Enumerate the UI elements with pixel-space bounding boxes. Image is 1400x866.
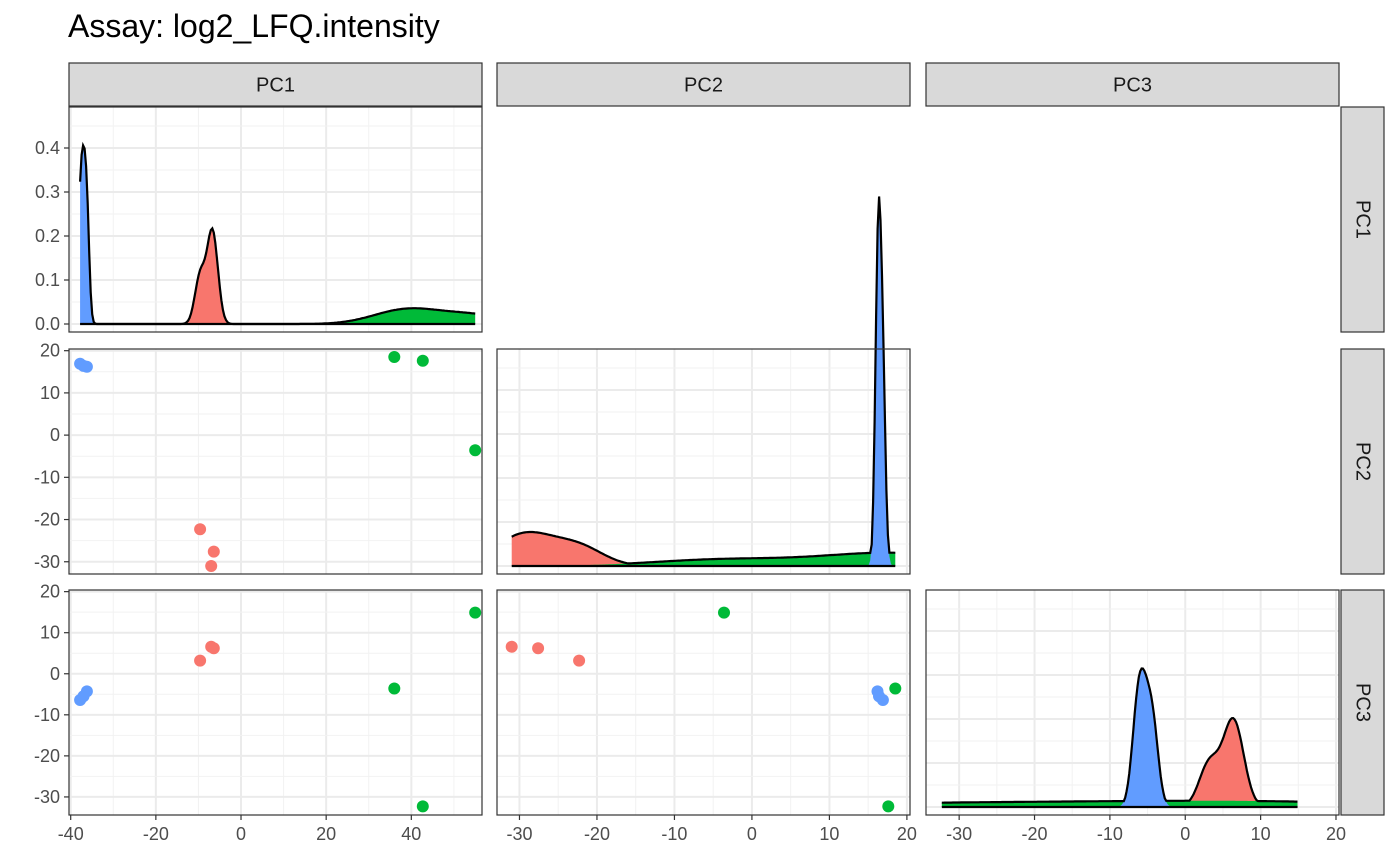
scatter-point-group-1-2 [532,642,545,655]
scatter-point-group-3-3 [80,685,93,698]
panel-pc3-vs-pc3: -30 -20 -10 0 10 20 [925,589,1346,844]
x-tick-label: 0 [236,824,246,844]
strip-right-pc3 [1340,589,1385,816]
x-tick-label: 0 [1180,824,1190,844]
scatter-point-group-1-3 [205,640,218,653]
x-tick-label: -20 [1022,824,1048,844]
panel-pc2-vs-pc2-bg [497,349,910,574]
scatter-point-group-2-3 [469,606,482,619]
scatter-point-group-1-1 [573,654,586,667]
strip-top-label-pc2: PC2 [684,75,723,97]
strip-top-label-pc3: PC3 [1113,75,1152,97]
y-tick-label: 0.0 [35,314,60,334]
y-tick-label: 0.1 [35,270,60,290]
scatter-point-group-2-2 [882,800,895,813]
density-area-group-1 [941,718,1298,807]
y-tick-label: 0 [50,425,60,445]
scatter-point-group-2-2 [416,354,429,367]
x-tick-label: 20 [316,824,336,844]
x-tick-label: -20 [584,824,610,844]
strip-right-label-pc3: PC3 [1352,683,1374,722]
density-area-group-2 [80,308,476,324]
scatter-point-group-2-2 [416,800,429,813]
panel-pc3-vs-pc2: -30 -20 -10 0 10 20 [496,589,917,844]
chart-title: Assay: log2_LFQ.intensity [68,8,440,44]
panel-pc1-vs-pc1-bg [69,107,482,332]
panel-pc3-vs-pc2-bg [497,590,910,815]
x-tick-label: -10 [661,824,687,844]
scatter-point-group-2-3 [469,444,482,457]
scatter-point-group-1-3 [205,560,218,572]
x-tick-label: -40 [58,824,84,844]
strip-right-label-pc1: PC1 [1352,200,1374,239]
y-tick-label: -10 [34,467,60,487]
panel-pc1-vs-pc1-border [68,106,483,333]
panel-pc3-vs-pc1-bg [69,590,482,815]
scatter-point-group-2-3 [718,606,730,619]
panel-pc2-vs-pc1: -30 -20 -10 0 10 20 [34,341,483,575]
panel-pc2-vs-pc2-border [496,348,911,575]
panel-pc3-vs-pc3-border [925,589,1340,816]
y-tick-label: -30 [34,552,60,572]
x-tick-label: -10 [1097,824,1123,844]
scatter-point-group-3-3 [871,685,884,698]
strip-top-pc3 [925,62,1340,107]
panel-pc2-vs-pc2 [496,196,911,575]
panel-pc1-vs-pc1: 0.0 0.1 0.2 0.3 0.4 [35,106,483,334]
strip-top-label-pc1: PC1 [256,75,295,97]
x-tick-label: 0 [747,824,757,844]
scatter-point-group-2-1 [388,682,401,695]
y-tick-label: -30 [34,787,60,807]
x-tick-label: -30 [506,824,532,844]
y-tick-label: -20 [34,510,60,530]
x-tick-label: 20 [897,824,917,844]
scatter-point-group-2-1 [388,351,401,363]
panel-pc3-vs-pc1: -30 -20 -10 0 10 20 -40 -20 0 20 40 [34,582,483,844]
y-tick-label: 0 [50,664,60,684]
strip-top-pc1 [68,62,483,107]
density-area-group-2 [511,552,896,566]
y-tick-label: 20 [40,582,60,602]
density-outline [941,667,1298,804]
density-outline [511,196,896,565]
y-tick-label: 10 [40,623,60,643]
strip-top-pc2 [496,62,911,107]
panel-pc3-vs-pc2-border [496,589,911,816]
scatter-point-group-1-2 [207,545,220,558]
x-tick-label: -20 [143,824,169,844]
panel-pc3-vs-pc1-border [68,589,483,816]
x-tick-label: 10 [819,824,839,844]
y-tick-label: -20 [34,746,60,766]
y-tick-label: 20 [40,341,60,361]
y-tick-label: 0.2 [35,226,60,246]
x-tick-label: -30 [946,824,972,844]
panel-pc2-vs-pc1-bg [69,349,482,574]
panel-pc2-vs-pc1-border [68,348,483,575]
y-tick-label: 0.3 [35,182,60,202]
scatter-point-group-1-3 [505,640,518,653]
scatter-point-group-1-1 [194,523,207,536]
strip-right-pc2 [1340,348,1385,575]
y-tick-label: 0.4 [35,138,60,158]
strip-right-label-pc2: PC2 [1352,442,1374,481]
x-tick-label: 20 [1326,824,1346,844]
y-tick-label: 10 [40,383,60,403]
scatter-point-group-1-1 [194,654,207,667]
y-tick-label: -10 [34,705,60,725]
x-tick-label: 40 [401,824,421,844]
strip-right-pc1 [1340,106,1385,333]
density-area-group-1 [511,532,896,566]
x-tick-label: 10 [1251,824,1271,844]
scatter-point-group-2-1 [889,682,902,695]
scatter-point-group-3-3 [80,360,93,373]
